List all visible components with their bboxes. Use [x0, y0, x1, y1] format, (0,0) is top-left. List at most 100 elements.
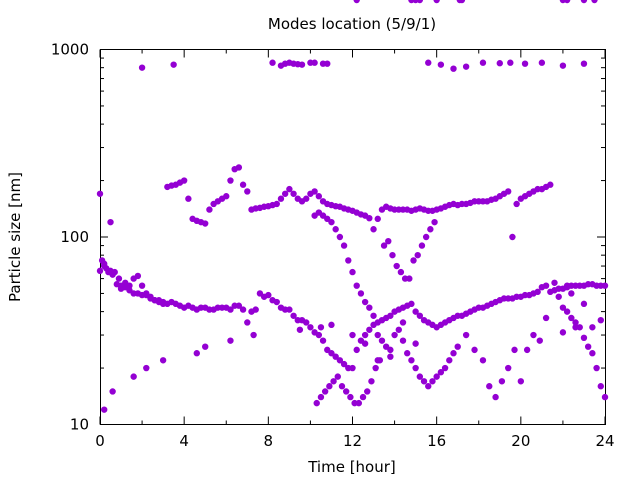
data-point [324, 60, 331, 67]
data-point [345, 257, 352, 264]
data-point [601, 282, 609, 289]
data-point [159, 300, 167, 308]
data-point [315, 209, 323, 216]
data-point [387, 346, 394, 354]
data-point [180, 177, 188, 184]
y-axis-ticks: 10 100 1000 [51, 41, 605, 434]
data-point [418, 242, 426, 249]
data-point [370, 226, 377, 233]
data-point [227, 177, 234, 184]
data-point [555, 293, 562, 300]
data-point [252, 306, 259, 313]
data-point [563, 308, 571, 315]
x-tick-label: 8 [264, 432, 274, 450]
data-point [437, 61, 445, 68]
data-point [530, 331, 537, 339]
data-point [324, 215, 331, 223]
data-point [143, 364, 150, 372]
data-point [372, 364, 379, 372]
data-point [422, 233, 430, 241]
y-tick-label: 10 [70, 416, 89, 434]
x-tick-label: 4 [179, 432, 189, 450]
data-point [496, 60, 503, 67]
data-point [303, 319, 310, 326]
data-point [433, 373, 440, 380]
data-point [347, 393, 354, 401]
data-point [96, 267, 104, 275]
data-point [321, 388, 329, 395]
data-point [431, 218, 438, 226]
data-point [235, 302, 243, 309]
data-point [223, 193, 230, 200]
data-point [357, 290, 365, 297]
data-point [311, 188, 318, 195]
data-point [193, 350, 200, 357]
data-point [239, 181, 247, 188]
data-point [479, 357, 487, 364]
data-point [446, 357, 453, 364]
data-point [111, 268, 118, 276]
data-point [471, 346, 478, 354]
data-point [479, 59, 487, 66]
data-point [277, 195, 285, 202]
data-point [538, 59, 546, 66]
data-point [361, 298, 369, 306]
data-point [353, 282, 360, 289]
data-point [359, 393, 367, 401]
data-point [387, 353, 394, 360]
data-point [250, 331, 257, 339]
data-point [349, 268, 356, 276]
data-point [412, 308, 419, 315]
data-point [319, 212, 327, 219]
data-point [492, 393, 499, 401]
data-point [385, 237, 392, 245]
data-point [420, 378, 428, 385]
data-point [298, 61, 306, 68]
data-point [147, 293, 154, 300]
data-point [307, 324, 314, 331]
data-point [324, 346, 331, 354]
x-axis-label: Time [hour] [307, 458, 396, 476]
y-tick-label: 1000 [51, 41, 89, 59]
data-point [559, 329, 567, 336]
data-point [563, 282, 571, 289]
data-point [536, 337, 543, 344]
data-point [138, 64, 146, 71]
data-point [334, 373, 341, 380]
data-point [185, 195, 192, 202]
data-point [328, 218, 335, 226]
data-point [273, 298, 280, 306]
data-point [332, 226, 339, 233]
data-point [505, 188, 512, 195]
data-point [572, 324, 579, 331]
data-point [580, 60, 588, 67]
data-point [101, 262, 108, 270]
data-point [170, 61, 177, 68]
data-point [391, 331, 398, 339]
data-point [107, 218, 114, 226]
data-point [206, 206, 213, 213]
data-point [410, 257, 417, 264]
data-point [115, 275, 123, 282]
data-point [393, 262, 400, 270]
data-point [374, 215, 381, 223]
data-point [597, 316, 604, 324]
data-point [353, 0, 360, 4]
data-point [380, 242, 388, 249]
data-point [109, 388, 116, 395]
y-tick-label: 100 [60, 228, 89, 246]
data-point [239, 306, 247, 313]
data-point [269, 59, 276, 66]
data-point [580, 0, 588, 4]
data-point [290, 312, 297, 319]
data-point [368, 378, 375, 385]
data-point [589, 324, 596, 331]
data-point [425, 383, 432, 390]
data-point [342, 388, 350, 395]
data-point [311, 212, 318, 219]
data-point [486, 383, 493, 390]
data-point [290, 190, 297, 197]
data-point [330, 378, 337, 385]
data-point [105, 268, 112, 276]
x-tick-label: 12 [343, 432, 362, 450]
